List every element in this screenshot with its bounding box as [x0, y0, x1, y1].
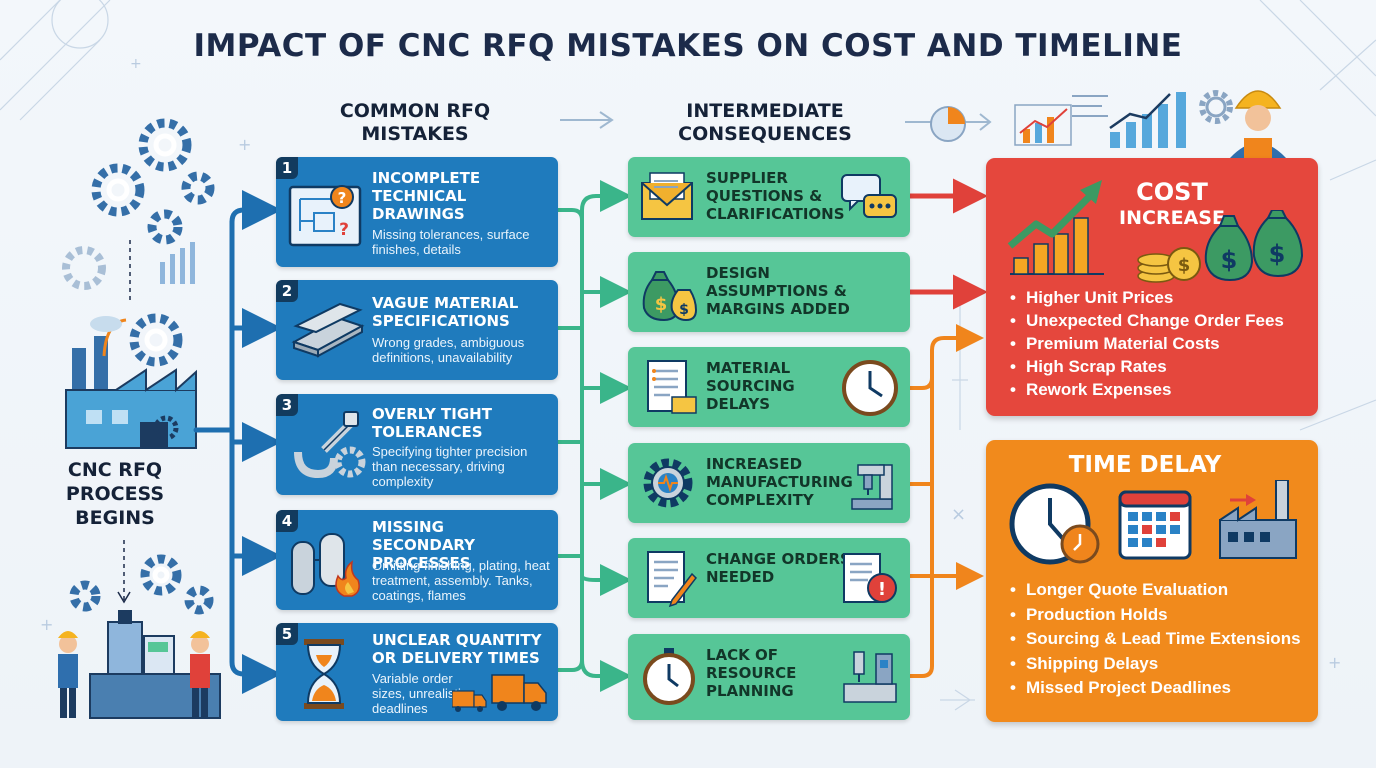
- page-title: IMPACT OF CNC RFQ MISTAKES ON COST AND T…: [193, 28, 1183, 64]
- time-title: TIME DELAY: [1068, 452, 1222, 478]
- consequence-card-6: LACK OF RESOURCE PLANNING: [628, 634, 910, 720]
- mistake-card-3: 3 OVERLY TIGHT TOLERANCES Specifying tig…: [276, 394, 558, 495]
- consequence-card-3: MATERIAL SOURCING DELAYS: [628, 347, 910, 427]
- cnc-machine-icon: [843, 651, 897, 703]
- svg-text:$: $: [1221, 246, 1238, 274]
- consequence-title: CHANGE ORDERS NEEDED: [706, 550, 851, 586]
- svg-text:$: $: [1269, 240, 1286, 268]
- chat-bubbles-icon: [841, 174, 897, 218]
- mistake-number: 3: [276, 394, 298, 416]
- mistake-card-1: 1 ? ? INCOMPLETE TECHNICAL DRAWINGS Miss…: [276, 157, 558, 267]
- cost-item: Rework Expenses: [1010, 378, 1284, 401]
- clock-icon: [842, 360, 898, 416]
- svg-text:×: ×: [951, 504, 966, 525]
- mistakes-heading-line1: COMMON RFQ: [339, 100, 491, 122]
- consequences-heading-line1: INTERMEDIATE: [686, 100, 844, 122]
- time-item: Production Holds: [1010, 603, 1301, 628]
- time-item: Shipping Delays: [1010, 652, 1301, 677]
- mistake-title: OVERLY TIGHT TOLERANCES: [372, 405, 492, 441]
- mistakes-column-heading: COMMON RFQ MISTAKES: [300, 100, 530, 146]
- start-line2: PROCESS: [65, 483, 165, 505]
- mistake-card-5: 5 UNCLEAR QUANTITY OR DELIVERY TIMES Var…: [276, 623, 558, 721]
- clock-calendar-factory-icon: [1009, 480, 1297, 565]
- cost-item: Unexpected Change Order Fees: [1010, 309, 1284, 332]
- money-bags-icon: $ $: [642, 271, 698, 322]
- cost-impact-list: Higher Unit Prices Unexpected Change Ord…: [1010, 286, 1284, 401]
- blueprint-question-icon: ? ?: [288, 185, 362, 247]
- process-start-label: CNC RFQ PROCESS BEGINS: [40, 458, 190, 530]
- time-item: Longer Quote Evaluation: [1010, 578, 1301, 603]
- consequence-title: SUPPLIER QUESTIONS & CLARIFICATIONS: [706, 169, 845, 223]
- mistake-title: UNCLEAR QUANTITY OR DELIVERY TIMES: [372, 631, 542, 667]
- svg-text:?: ?: [339, 220, 349, 240]
- svg-text:?: ?: [338, 189, 347, 207]
- cost-title-line2: INCREASE: [1119, 207, 1225, 229]
- consequence-title: LACK OF RESOURCE PLANNING: [706, 646, 797, 700]
- svg-text:+: +: [238, 135, 251, 154]
- coins-money-bags-icon: $ $ $: [1137, 210, 1304, 283]
- mistake-title: MISSING SECONDARY PROCESSES: [372, 518, 476, 572]
- document-alert-icon: !: [843, 553, 897, 603]
- svg-text:+: +: [130, 56, 142, 72]
- mistake-description: Omitting finishing, plating, heat treatm…: [372, 558, 550, 603]
- mistake-number: 1: [276, 157, 298, 179]
- stopwatch-icon: [643, 648, 695, 705]
- document-pencil-icon: [647, 551, 697, 608]
- mistake-number: 2: [276, 280, 298, 302]
- mistake-description: Specifying tighter precision than necess…: [372, 444, 528, 489]
- mistake-card-2: 2 VAGUE MATERIAL SPECIFICATIONS Wrong gr…: [276, 280, 558, 380]
- cnc-machine-icon: [851, 464, 893, 510]
- time-impact-list: Longer Quote Evaluation Production Holds…: [1010, 578, 1301, 701]
- mistake-description: Wrong grades, ambiguous definitions, una…: [372, 335, 525, 365]
- mistake-number: 4: [276, 510, 298, 532]
- cost-item: Higher Unit Prices: [1010, 286, 1284, 309]
- svg-text:$: $: [679, 302, 689, 318]
- cost-item: Premium Material Costs: [1010, 332, 1284, 355]
- svg-text:+: +: [40, 615, 53, 634]
- consequences-column-heading: INTERMEDIATE CONSEQUENCES: [640, 100, 890, 146]
- mistakes-heading-line2: MISTAKES: [361, 123, 469, 145]
- tanks-flame-icon: [291, 533, 360, 597]
- mistake-card-4: 4 MISSING SECONDARY PROCESSES Omitting f…: [276, 510, 558, 610]
- mistake-description: Variable order sizes, unrealistic deadli…: [372, 671, 468, 716]
- consequence-card-2: $ $ DESIGN ASSUMPTIONS & MARGINS ADDED: [628, 252, 910, 332]
- svg-text:!: !: [878, 579, 886, 600]
- cost-title-line1: COST: [1136, 178, 1208, 206]
- svg-text:$: $: [655, 294, 668, 315]
- svg-text:+: +: [1328, 653, 1341, 672]
- consequence-card-1: SUPPLIER QUESTIONS & CLARIFICATIONS: [628, 157, 910, 237]
- time-item: Missed Project Deadlines: [1010, 676, 1301, 701]
- start-line3: BEGINS: [75, 507, 155, 529]
- mistake-title: VAGUE MATERIAL SPECIFICATIONS: [372, 294, 519, 330]
- consequences-heading-line2: CONSEQUENCES: [678, 123, 852, 145]
- mistake-description: Missing tolerances, surface finishes, de…: [372, 227, 530, 257]
- cost-item: High Scrap Rates: [1010, 355, 1284, 378]
- mistake-number: 5: [276, 623, 298, 645]
- time-item: Sourcing & Lead Time Extensions: [1010, 627, 1301, 652]
- metal-plates-icon: [291, 302, 365, 358]
- start-line1: CNC RFQ: [67, 459, 163, 481]
- mistake-title: INCOMPLETE TECHNICAL DRAWINGS: [372, 169, 481, 223]
- caliper-gear-icon: [294, 411, 366, 479]
- consequence-title: MATERIAL SOURCING DELAYS: [706, 359, 795, 413]
- svg-text:$: $: [1178, 255, 1191, 276]
- gear-icon: [643, 458, 693, 508]
- time-delay-panel: TIME DELAY Longer Quote Evaluation Produ…: [986, 440, 1318, 722]
- envelope-icon: [641, 172, 693, 220]
- delivery-truck-icon: [452, 674, 547, 712]
- consequence-card-5: CHANGE ORDERS NEEDED !: [628, 538, 910, 618]
- rising-chart-icon: [1007, 180, 1104, 275]
- consequence-title: INCREASED MANUFACTURING COMPLEXITY: [706, 455, 853, 509]
- hourglass-icon: [304, 639, 344, 709]
- document-icon: [647, 360, 697, 414]
- cost-increase-panel: COST INCREASE $ $ $ Higher Unit Prices U…: [986, 158, 1318, 416]
- consequence-title: DESIGN ASSUMPTIONS & MARGINS ADDED: [706, 264, 850, 318]
- consequence-card-4: INCREASED MANUFACTURING COMPLEXITY: [628, 443, 910, 523]
